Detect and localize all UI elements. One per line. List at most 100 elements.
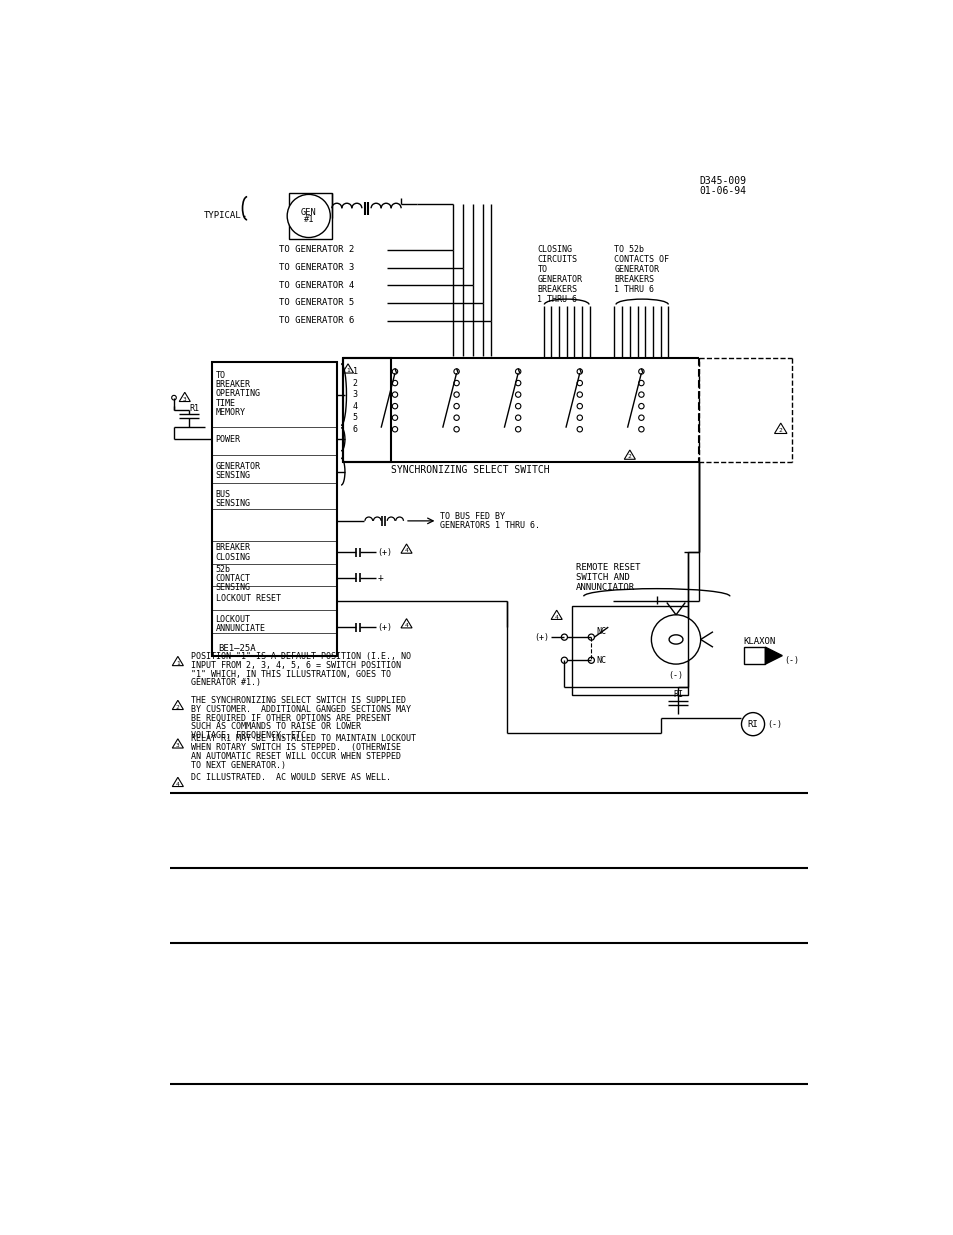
Text: 1: 1 bbox=[346, 368, 350, 373]
Text: WHEN ROTARY SWITCH IS STEPPED.  (OTHERWISE: WHEN ROTARY SWITCH IS STEPPED. (OTHERWIS… bbox=[191, 743, 400, 752]
Circle shape bbox=[638, 369, 643, 374]
Circle shape bbox=[560, 657, 567, 663]
Bar bbox=[213, 362, 336, 656]
Text: +: + bbox=[377, 573, 383, 583]
Bar bbox=[572, 606, 687, 695]
Text: TO: TO bbox=[537, 266, 547, 274]
Text: 4: 4 bbox=[353, 401, 357, 411]
Circle shape bbox=[392, 426, 397, 432]
Circle shape bbox=[454, 404, 458, 409]
Text: BY CUSTOMER.  ADDITIONAL GANGED SECTIONS MAY: BY CUSTOMER. ADDITIONAL GANGED SECTIONS … bbox=[191, 705, 411, 714]
Circle shape bbox=[577, 426, 582, 432]
Text: LOCKOUT: LOCKOUT bbox=[215, 615, 251, 624]
Circle shape bbox=[577, 369, 582, 374]
Text: BREAKERS: BREAKERS bbox=[537, 285, 577, 294]
Text: CLOSING: CLOSING bbox=[537, 246, 572, 254]
Circle shape bbox=[740, 713, 763, 736]
Text: ANNUNCIATE: ANNUNCIATE bbox=[215, 624, 265, 634]
Circle shape bbox=[392, 391, 397, 398]
Circle shape bbox=[392, 369, 397, 374]
Circle shape bbox=[651, 615, 700, 664]
Circle shape bbox=[588, 634, 594, 640]
Text: POSITION "1" IS A DEFAULT POSITION (I.E., NO: POSITION "1" IS A DEFAULT POSITION (I.E.… bbox=[191, 652, 411, 661]
Text: GENERATOR: GENERATOR bbox=[537, 275, 582, 284]
Text: SENSING: SENSING bbox=[215, 583, 251, 593]
Text: SYNCHRONIZING SELECT SWITCH: SYNCHRONIZING SELECT SWITCH bbox=[391, 466, 549, 475]
Circle shape bbox=[454, 426, 458, 432]
Text: BE1–25A: BE1–25A bbox=[217, 645, 255, 653]
Text: 3: 3 bbox=[183, 396, 187, 401]
Circle shape bbox=[638, 415, 643, 420]
Bar bbox=[343, 358, 391, 462]
Text: TO BUS FED BY: TO BUS FED BY bbox=[439, 511, 504, 521]
Text: REMOTE RESET: REMOTE RESET bbox=[576, 563, 639, 572]
Bar bbox=[743, 647, 764, 664]
Text: RELAY R1 MAY BE INSTALLED TO MAINTAIN LOCKOUT: RELAY R1 MAY BE INSTALLED TO MAINTAIN LO… bbox=[191, 735, 416, 743]
Text: #1: #1 bbox=[303, 215, 314, 225]
Text: POWER: POWER bbox=[215, 435, 240, 443]
Circle shape bbox=[588, 657, 594, 663]
Text: TO GENERATOR 5: TO GENERATOR 5 bbox=[279, 299, 355, 308]
Text: 4: 4 bbox=[404, 548, 408, 553]
Text: 3: 3 bbox=[353, 390, 357, 399]
Text: TO: TO bbox=[215, 370, 225, 380]
Circle shape bbox=[577, 415, 582, 420]
Text: BREAKERS: BREAKERS bbox=[614, 275, 654, 284]
Circle shape bbox=[560, 634, 567, 640]
Text: 4: 4 bbox=[404, 624, 408, 629]
Text: 3: 3 bbox=[175, 743, 179, 748]
Text: 2: 2 bbox=[778, 429, 781, 433]
Text: CONTACT: CONTACT bbox=[215, 574, 251, 583]
Text: 2: 2 bbox=[353, 379, 357, 388]
Circle shape bbox=[515, 404, 520, 409]
Circle shape bbox=[287, 194, 330, 237]
Circle shape bbox=[638, 391, 643, 398]
Text: GENERATORS 1 THRU 6.: GENERATORS 1 THRU 6. bbox=[439, 521, 539, 530]
Text: CIRCUITS: CIRCUITS bbox=[537, 256, 577, 264]
Text: TO GENERATOR 3: TO GENERATOR 3 bbox=[279, 263, 355, 272]
Text: GEN: GEN bbox=[300, 207, 316, 216]
Circle shape bbox=[638, 426, 643, 432]
Circle shape bbox=[638, 380, 643, 385]
Text: TYPICAL: TYPICAL bbox=[203, 211, 241, 221]
Text: "1" WHICH, IN THIS ILLUSTRATION, GOES TO: "1" WHICH, IN THIS ILLUSTRATION, GOES TO bbox=[191, 669, 391, 678]
Text: TO 52b: TO 52b bbox=[614, 246, 644, 254]
Circle shape bbox=[515, 415, 520, 420]
Circle shape bbox=[515, 391, 520, 398]
Text: KLAXON: KLAXON bbox=[743, 636, 775, 646]
Circle shape bbox=[515, 426, 520, 432]
Circle shape bbox=[454, 369, 458, 374]
Text: BUS: BUS bbox=[215, 490, 231, 499]
Text: 1: 1 bbox=[175, 661, 179, 666]
Text: CONTACTS OF: CONTACTS OF bbox=[614, 256, 669, 264]
Circle shape bbox=[515, 369, 520, 374]
Text: TIME: TIME bbox=[215, 399, 235, 408]
Text: 2: 2 bbox=[627, 454, 631, 459]
Text: TO NEXT GENERATOR.): TO NEXT GENERATOR.) bbox=[191, 761, 286, 769]
Text: D345-009: D345-009 bbox=[699, 175, 745, 185]
Text: RI: RI bbox=[747, 720, 758, 729]
Text: SWITCH AND: SWITCH AND bbox=[576, 573, 629, 583]
Text: GENERATOR #1.): GENERATOR #1.) bbox=[191, 678, 261, 688]
Circle shape bbox=[392, 404, 397, 409]
Text: (+): (+) bbox=[376, 548, 392, 557]
Text: MEMORY: MEMORY bbox=[215, 408, 245, 416]
Text: THE SYNCHRONIZING SELECT SWITCH IS SUPPLIED: THE SYNCHRONIZING SELECT SWITCH IS SUPPL… bbox=[191, 695, 406, 705]
Text: LOCKOUT RESET: LOCKOUT RESET bbox=[215, 594, 280, 603]
Text: AN AUTOMATIC RESET WILL OCCUR WHEN STEPPED: AN AUTOMATIC RESET WILL OCCUR WHEN STEPP… bbox=[191, 752, 400, 761]
Circle shape bbox=[577, 380, 582, 385]
Text: TO GENERATOR 6: TO GENERATOR 6 bbox=[279, 316, 355, 325]
Circle shape bbox=[454, 415, 458, 420]
Text: ANNUNCIATOR: ANNUNCIATOR bbox=[576, 583, 635, 593]
Circle shape bbox=[392, 415, 397, 420]
Text: VOLTAGE, FREQUENCY, ETC.: VOLTAGE, FREQUENCY, ETC. bbox=[191, 731, 311, 740]
Text: 4: 4 bbox=[555, 615, 558, 620]
Text: 52b: 52b bbox=[215, 564, 231, 574]
Text: SENSING: SENSING bbox=[215, 499, 251, 509]
Text: 2: 2 bbox=[175, 705, 179, 710]
Text: 5: 5 bbox=[353, 414, 357, 422]
Text: R1: R1 bbox=[190, 404, 199, 412]
Text: NC: NC bbox=[596, 656, 605, 664]
Text: SENSING: SENSING bbox=[215, 471, 251, 480]
Text: (-): (-) bbox=[668, 671, 682, 680]
